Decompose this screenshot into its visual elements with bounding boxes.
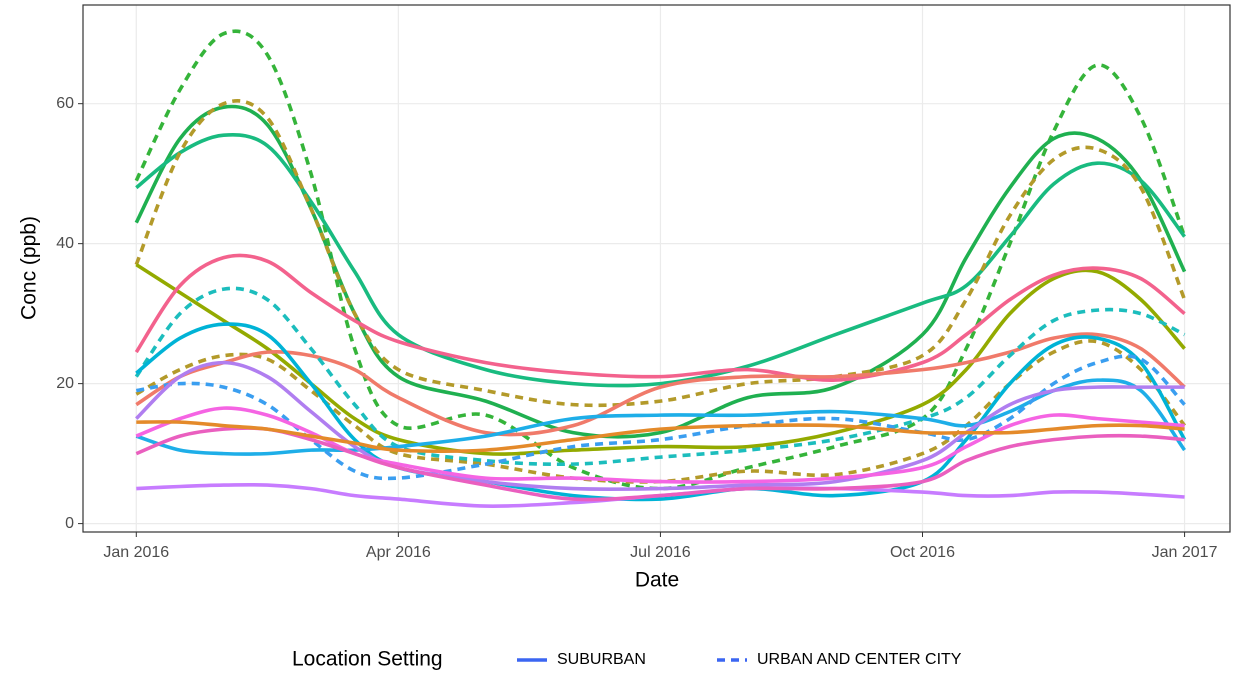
- legend-title: Location Setting: [292, 648, 443, 671]
- x-tick-label: Oct 2016: [890, 544, 955, 561]
- series-line: [134, 104, 1187, 439]
- y-tick-label: 60: [56, 95, 74, 112]
- x-tick-label: Jan 2016: [103, 544, 169, 561]
- series-line: [135, 263, 1186, 456]
- y-tick-label: 20: [56, 375, 74, 392]
- series-line: [136, 420, 1185, 454]
- plot-border: [82, 4, 1231, 533]
- series-line: [135, 332, 1186, 437]
- series-line: [135, 132, 1186, 388]
- y-tick-label: 40: [56, 235, 74, 252]
- y-tick-label: 0: [65, 515, 74, 532]
- plot-background: [83, 5, 1230, 532]
- series-line: [134, 286, 1186, 467]
- x-tick-label: Jul 2016: [630, 544, 691, 561]
- x-tick-label: Jan 2017: [1152, 544, 1218, 561]
- series-line: [134, 99, 1187, 408]
- legend-label: URBAN AND CENTER CITY: [757, 651, 962, 668]
- series-line: [135, 406, 1185, 484]
- series-line: [135, 354, 1186, 481]
- x-axis-title: Date: [635, 569, 679, 592]
- x-tick-label: Apr 2016: [366, 544, 431, 561]
- series-line: [135, 360, 1185, 492]
- series-line: [135, 322, 1187, 502]
- series-line: [134, 253, 1186, 382]
- y-axis-title: Conc (ppb): [18, 216, 41, 320]
- legend-label: SUBURBAN: [557, 651, 646, 668]
